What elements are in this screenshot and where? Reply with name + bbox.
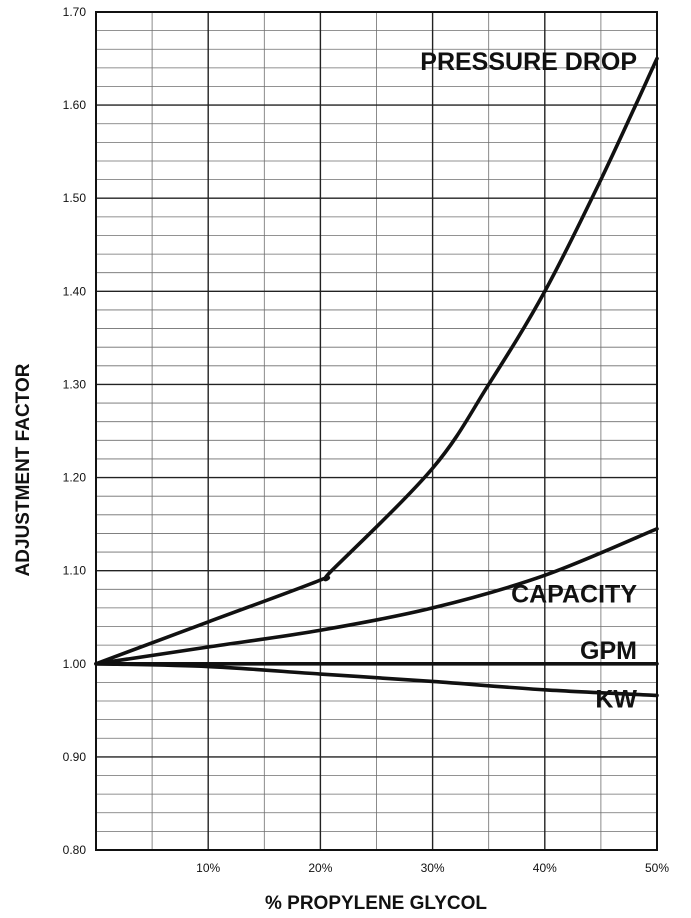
series-layer xyxy=(94,56,659,698)
x-tick-label: 30% xyxy=(421,861,445,875)
series-label: PRESSURE DROP xyxy=(420,48,637,76)
y-tick-label: 1.70 xyxy=(63,5,87,19)
series-line-pressure-drop xyxy=(94,56,659,666)
y-tick-label: 1.40 xyxy=(63,284,87,298)
y-tick-label: 1.60 xyxy=(63,98,87,112)
x-tick-label: 20% xyxy=(308,861,332,875)
series-label: CAPACITY xyxy=(511,580,637,608)
x-axis-ticks: 10% 20% 30% 40% 50% xyxy=(196,861,669,875)
y-tick-label: 1.50 xyxy=(63,191,87,205)
y-axis-ticks: 0.80 0.90 1.00 1.10 1.20 1.30 1.40 1.50 1.60 1.70 xyxy=(63,5,87,857)
minor-grid xyxy=(96,12,657,850)
y-tick-label: 1.10 xyxy=(63,564,87,578)
series-line-capacity xyxy=(94,661,659,698)
x-axis-title: % PROPYLENE GLYCOL xyxy=(265,893,487,914)
y-axis-title: ADJUSTMENT FACTOR xyxy=(13,363,34,576)
series-labels: PRESSURE DROP GPM KW CAPACITY xyxy=(420,48,637,714)
y-tick-label: 0.90 xyxy=(63,750,87,764)
y-tick-label: 0.80 xyxy=(63,843,87,857)
y-tick-label: 1.30 xyxy=(63,377,87,391)
x-tick-label: 10% xyxy=(196,861,220,875)
y-tick-label: 1.20 xyxy=(63,471,87,485)
series-line-gpm xyxy=(94,526,659,666)
plot-frame xyxy=(95,11,658,851)
major-grid xyxy=(96,12,657,850)
y-tick-label: 1.00 xyxy=(63,657,87,671)
x-tick-label: 40% xyxy=(533,861,557,875)
x-tick-label: 50% xyxy=(645,861,669,875)
series-label: KW xyxy=(595,686,637,714)
series-label: GPM xyxy=(580,637,637,665)
